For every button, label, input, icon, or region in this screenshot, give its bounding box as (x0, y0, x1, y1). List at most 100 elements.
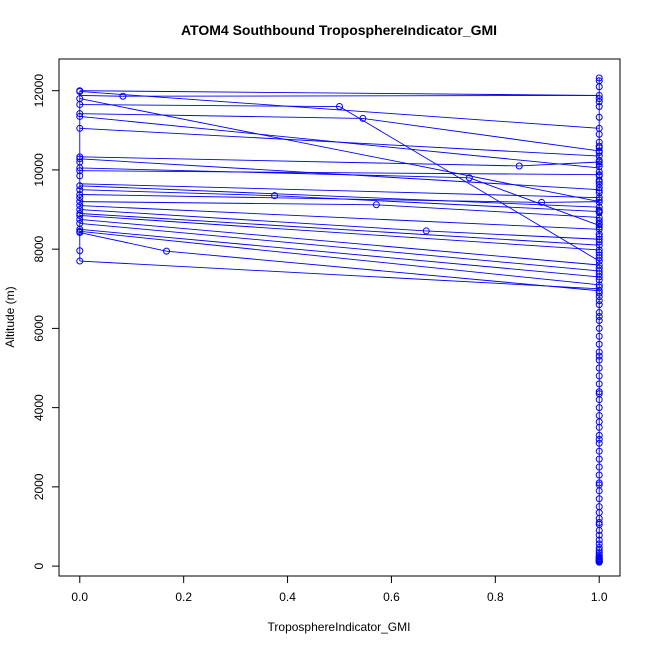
data-point (76, 215, 84, 223)
data-point (595, 531, 603, 539)
data-point (595, 168, 603, 176)
data-point (595, 487, 603, 495)
data-point (595, 198, 603, 206)
y-axis: 0 2000 4000 6000 8000 10000 12000 (32, 74, 60, 569)
y-tick-label: 8000 (32, 235, 46, 262)
data-point (595, 209, 603, 217)
data-point (76, 95, 84, 103)
data-point (76, 158, 84, 166)
data-point (271, 192, 279, 200)
data-point (595, 481, 603, 489)
y-tick-label: 6000 (32, 315, 46, 342)
series-line (79, 156, 520, 167)
data-point (595, 223, 603, 231)
data-point (595, 509, 603, 517)
data-point (595, 332, 603, 340)
y-tick-label: 0 (32, 562, 46, 569)
data-point (595, 283, 603, 291)
series-line (79, 209, 427, 232)
data-point (595, 293, 603, 301)
data-point (595, 184, 603, 192)
data-point (359, 114, 367, 122)
x-tick-label: 0.2 (175, 590, 192, 604)
data-point (595, 257, 603, 265)
data-point (422, 227, 430, 235)
data-point (595, 113, 603, 121)
data-point (595, 309, 603, 317)
data-point (595, 276, 603, 284)
data-point (595, 194, 603, 202)
data-point (595, 455, 603, 463)
series-line (376, 204, 600, 218)
data-point (76, 110, 84, 118)
data-point (595, 196, 603, 204)
series-line (79, 222, 600, 272)
data-point (595, 130, 603, 138)
data-point (76, 167, 84, 175)
data-point (595, 189, 603, 197)
data-point (595, 156, 603, 164)
series-line (79, 167, 470, 179)
series-line (79, 94, 123, 97)
data-point (595, 553, 603, 561)
series-line (469, 177, 600, 226)
series-line (79, 205, 600, 230)
x-tick-label: 1.0 (591, 590, 608, 604)
data-point (76, 153, 84, 161)
data-point (595, 380, 603, 388)
plot-area (58, 58, 621, 577)
data-point (595, 77, 603, 85)
series-line (79, 230, 600, 286)
data-point (595, 270, 603, 278)
data-point (76, 229, 84, 237)
series-line (79, 185, 600, 208)
series-line (339, 106, 600, 262)
data-point (595, 503, 603, 511)
y-tick-label: 12000 (32, 74, 46, 108)
series-line (79, 170, 600, 176)
series-line (79, 189, 275, 197)
data-point (372, 201, 380, 209)
x-axis-label: TroposphereIndicator_GMI (268, 620, 411, 634)
data-point (595, 95, 603, 103)
data-point (76, 225, 84, 233)
data-point (595, 536, 603, 544)
data-point (595, 404, 603, 412)
series-line (79, 194, 542, 203)
data-point (595, 297, 603, 305)
series-line (362, 117, 600, 152)
data-point (595, 225, 603, 233)
data-point (595, 221, 603, 229)
data-point (76, 190, 84, 198)
data-point (595, 396, 603, 404)
data-point (595, 160, 603, 168)
data-point (595, 124, 603, 132)
data-point (595, 148, 603, 156)
data-point (76, 198, 84, 206)
data-point (465, 174, 473, 182)
series-line (519, 161, 600, 167)
data-point (595, 187, 603, 195)
data-point (76, 194, 84, 202)
data-point (163, 247, 171, 255)
data-point (595, 98, 603, 106)
data-point (595, 273, 603, 281)
y-tick-label: 2000 (32, 473, 46, 500)
data-point (595, 230, 603, 238)
series-line (79, 218, 600, 266)
series-lines (79, 78, 600, 563)
series-line (79, 127, 600, 157)
data-point (336, 103, 343, 111)
data-point (595, 180, 603, 188)
x-tick-label: 0.0 (71, 590, 88, 604)
data-point (76, 202, 84, 210)
data-point (595, 340, 603, 348)
series-line (79, 215, 600, 251)
data-point (595, 495, 603, 503)
data-point (595, 435, 603, 443)
data-point (76, 124, 84, 132)
data-point (538, 198, 546, 206)
series-line (122, 94, 600, 97)
